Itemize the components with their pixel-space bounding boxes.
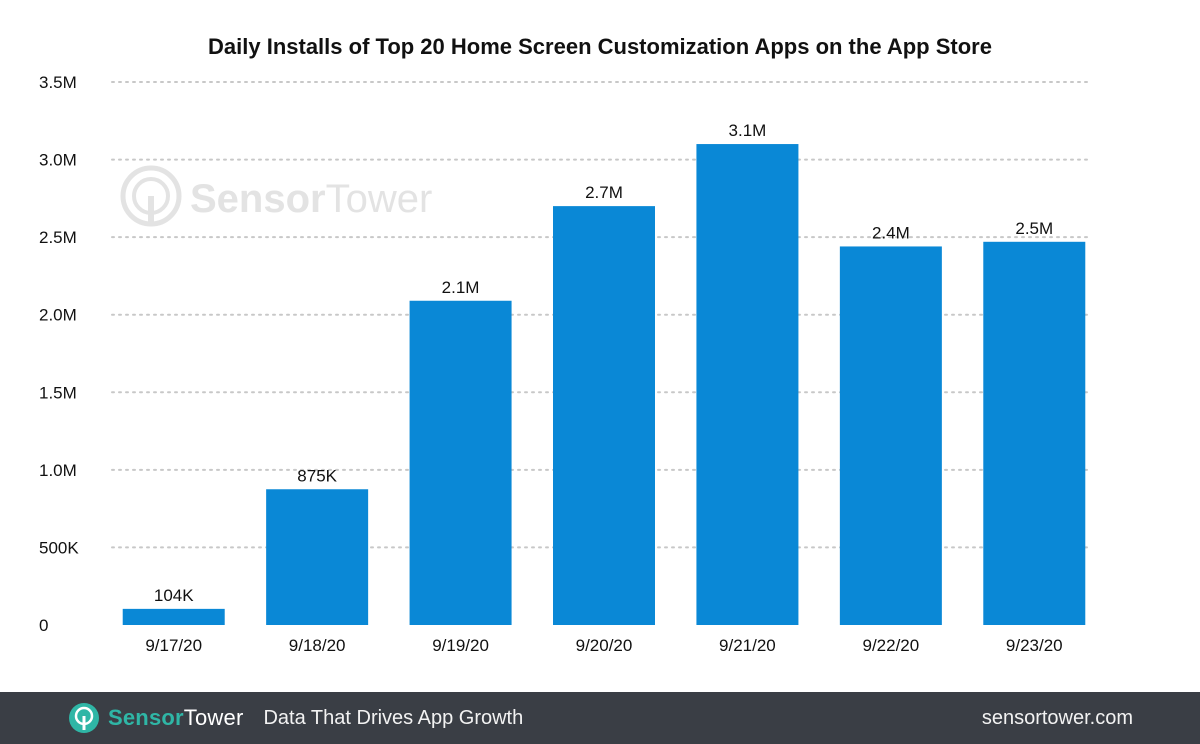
y-tick-label: 3.0M (39, 151, 77, 170)
y-tick-label: 1.0M (39, 461, 77, 480)
bars (122, 144, 1086, 626)
footer-brand: SensorTower (68, 702, 243, 734)
footer-brand-name: SensorTower (108, 705, 243, 731)
bar (553, 206, 655, 625)
sensortower-watermark-icon (120, 165, 182, 227)
x-tick-label: 9/22/20 (862, 636, 919, 655)
footer-brand-part2: Tower (183, 705, 244, 730)
chart-area: Daily Installs of Top 20 Home Screen Cus… (39, 34, 1093, 655)
bar (983, 241, 1086, 625)
footer-bar: SensorTower Data That Drives App Growth … (0, 692, 1200, 744)
bar-chart: Daily Installs of Top 20 Home Screen Cus… (39, 34, 1093, 655)
data-label: 2.4M (872, 223, 910, 242)
bar (266, 489, 369, 625)
x-tick-label: 9/18/20 (289, 636, 346, 655)
watermark-text: SensorTower (190, 177, 432, 221)
data-label: 3.1M (729, 121, 767, 140)
data-label: 104K (154, 586, 194, 605)
y-tick-label: 3.5M (39, 73, 77, 92)
x-axis-ticks: 9/17/20 9/18/20 9/19/20 9/20/20 9/21/20 9/22/… (145, 636, 1062, 655)
data-labels: 104K 875K 2.1M 2.7M 3.1M 2.4M 2.5M (154, 121, 1053, 605)
x-tick-label: 9/20/20 (576, 636, 633, 655)
y-tick-label: 500K (39, 538, 79, 557)
data-label: 2.1M (442, 278, 480, 297)
data-label: 875K (297, 466, 337, 485)
bar (122, 608, 225, 625)
bar (839, 246, 942, 626)
y-tick-label: 2.0M (39, 306, 77, 325)
footer-brand-part1: Sensor (108, 705, 184, 730)
data-label: 2.5M (1015, 219, 1053, 238)
y-tick-label: 0 (39, 616, 48, 635)
x-tick-label: 9/21/20 (719, 636, 776, 655)
data-label: 2.7M (585, 183, 623, 202)
y-tick-label: 1.5M (39, 383, 77, 402)
x-tick-label: 9/17/20 (145, 636, 202, 655)
bar (409, 300, 512, 625)
x-tick-label: 9/19/20 (432, 636, 489, 655)
footer-tagline: Data That Drives App Growth (263, 706, 524, 729)
chart-title: Daily Installs of Top 20 Home Screen Cus… (208, 34, 992, 59)
bar (696, 144, 799, 626)
x-tick-label: 9/23/20 (1006, 636, 1063, 655)
y-axis-ticks: 0 500K 1.0M 1.5M 2.0M 2.5M 3.0M 3.5M (39, 73, 79, 635)
watermark: SensorTower (120, 165, 432, 227)
y-tick-label: 2.5M (39, 228, 77, 247)
footer-site-link[interactable]: sensortower.com (981, 706, 1133, 729)
sensortower-logo-icon (68, 702, 100, 734)
